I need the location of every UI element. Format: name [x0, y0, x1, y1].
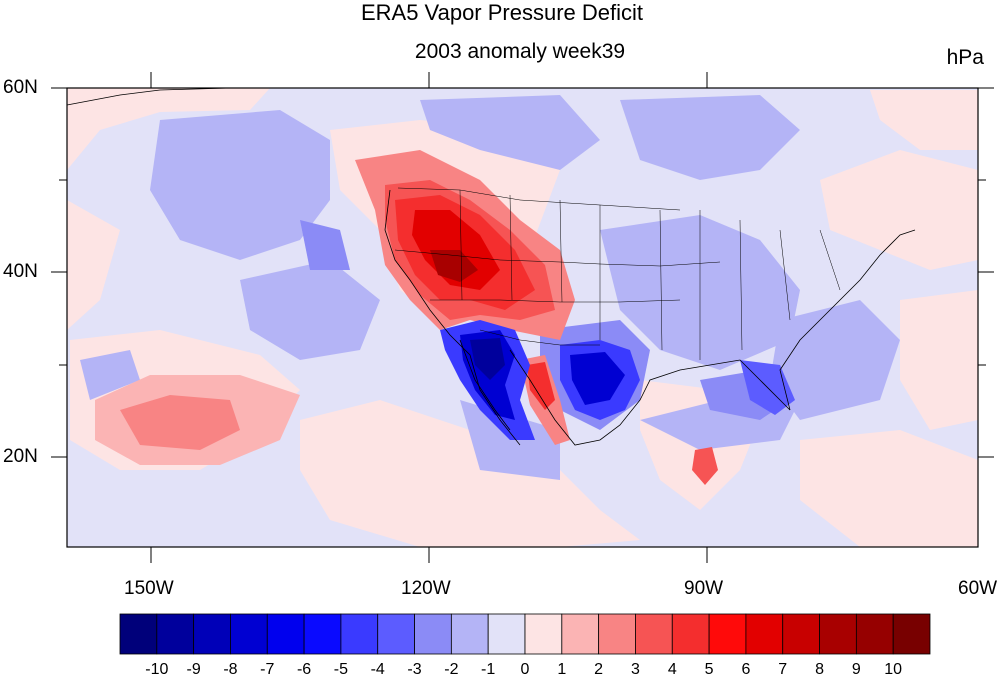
colorbar-swatch: [524, 613, 563, 655]
colorbar-tick-label: -3: [407, 661, 422, 678]
lon-label-60w: 60W: [958, 578, 998, 599]
colorbar-tick-label: 10: [884, 661, 903, 678]
colorbar-swatch: [855, 613, 894, 655]
colorbar-swatch: [671, 613, 710, 655]
colorbar-swatch: [414, 613, 452, 655]
colorbar-swatch: [119, 613, 158, 655]
colorbar-tick-label: -7: [260, 661, 275, 678]
colorbar-tick-label: 9: [851, 661, 861, 678]
political-boundaries: [394, 187, 841, 360]
colorbar-tick-label: 1: [557, 661, 567, 678]
lon-label-150w: 150W: [124, 578, 174, 599]
colorbar-swatch: [782, 613, 820, 655]
colorbar-tick-label: 4: [667, 661, 677, 678]
colorbar-swatch: [156, 613, 195, 655]
colorbar-tick-label: -9: [186, 661, 201, 678]
colorbar-tick-label: -5: [333, 661, 349, 678]
colorbar-swatch: [340, 613, 379, 655]
colorbar-swatch: [708, 613, 747, 655]
lat-label-60n: 60N: [3, 77, 38, 98]
colorbar-tick-label: -4: [370, 661, 385, 678]
colorbar-tick-label: 8: [815, 661, 824, 678]
colorbar-tick-label: 0: [520, 661, 530, 678]
coastlines: [66, 87, 916, 446]
colorbar-tick-label: -10: [145, 661, 169, 678]
anomaly-field: [67, 88, 978, 547]
colorbar-swatch: [193, 613, 231, 655]
colorbar-swatch: [819, 613, 857, 655]
colorbar-tick-label: 6: [741, 661, 751, 678]
axis-ticks: [51, 72, 994, 563]
western-us-positive-anomaly: [355, 150, 575, 340]
map-frame: [66, 87, 979, 548]
colorbar-swatch: [303, 613, 342, 655]
lat-label-40n: 40N: [3, 261, 38, 282]
colorbar-swatch: [635, 613, 673, 655]
units-label: hPa: [946, 46, 984, 69]
colorbar-swatch: [450, 613, 489, 655]
lon-label-120w: 120W: [401, 578, 451, 599]
colorbar: [119, 613, 931, 655]
colorbar-tick-label: 2: [594, 661, 604, 678]
colorbar-tick-label: -2: [444, 661, 459, 678]
colorbar-swatch: [598, 613, 636, 655]
pacific-positive-anomaly: [95, 375, 300, 465]
colorbar-swatch: [487, 613, 526, 655]
colorbar-swatch: [892, 613, 931, 655]
gulf-positive-anomaly: [692, 447, 718, 485]
colorbar-swatch: [745, 613, 784, 655]
colorbar-tick-label: -1: [481, 661, 496, 678]
map-subtitle: 2003 anomaly week39: [414, 40, 626, 63]
colorbar-tick-label: 5: [704, 661, 714, 678]
colorbar-tick-label: -8: [223, 661, 238, 678]
colorbar-tick-label: 3: [631, 661, 640, 678]
colorbar-swatch: [377, 613, 415, 655]
colorbar-swatch: [266, 613, 305, 655]
lat-label-20n: 20N: [3, 446, 38, 467]
colorbar-swatch: [230, 613, 268, 655]
lon-label-90w: 90W: [684, 578, 724, 599]
colorbar-swatch: [561, 613, 600, 655]
colorbar-tick-label: -6: [296, 661, 312, 678]
colorbar-tick-label: 7: [778, 661, 788, 678]
map-title: ERA5 Vapor Pressure Deficit: [360, 0, 644, 25]
